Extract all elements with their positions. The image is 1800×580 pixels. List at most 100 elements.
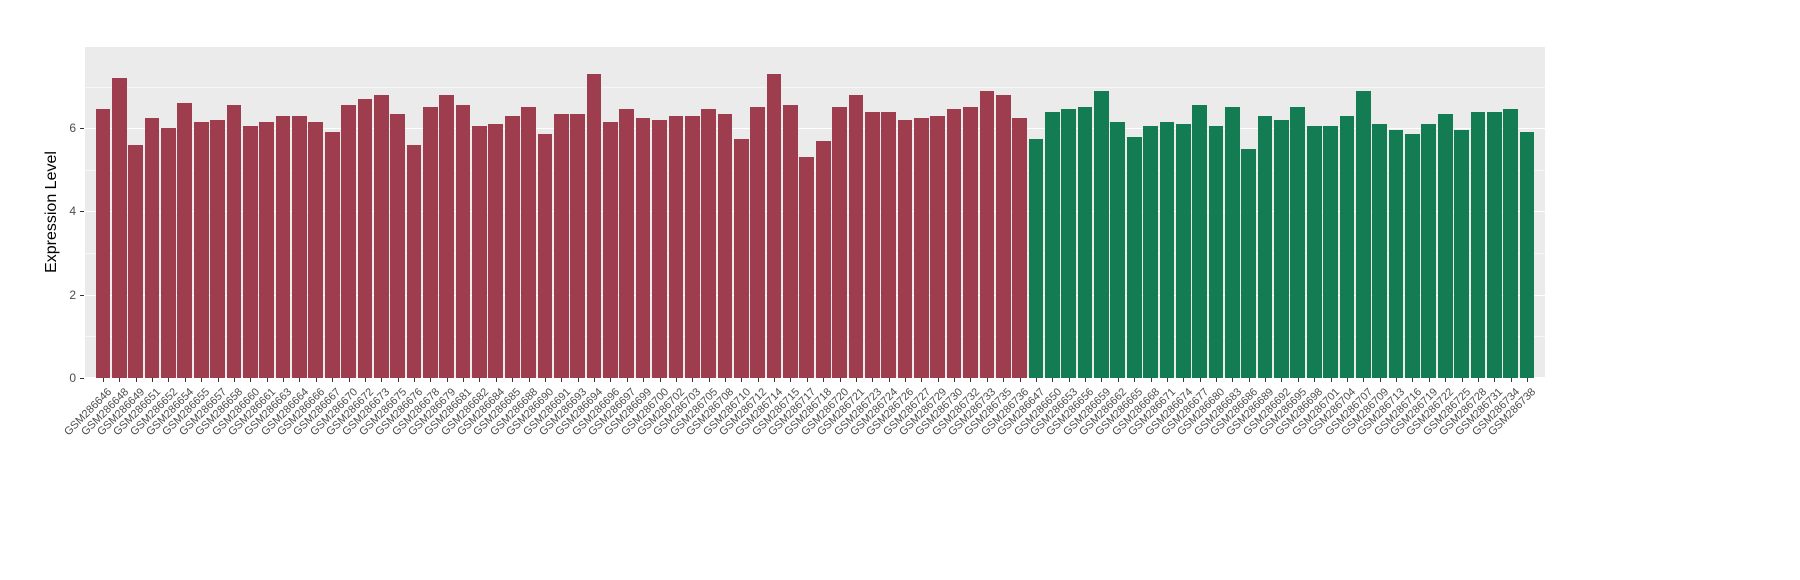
bar-GSM286717 — [799, 157, 815, 378]
x-tick-mark — [1035, 378, 1037, 382]
bar-GSM286701 — [1323, 126, 1338, 378]
bar-GSM286698 — [1306, 126, 1322, 378]
bar-GSM286657 — [210, 119, 225, 378]
bar-GSM286649 — [128, 144, 144, 378]
bar-GSM286670 — [341, 105, 356, 378]
bar-GSM286661 — [259, 121, 275, 378]
bar-GSM286703 — [684, 115, 700, 378]
x-tick-mark — [1232, 378, 1234, 382]
bar-GSM286724 — [881, 111, 896, 378]
bar-GSM286712 — [750, 107, 766, 378]
y-tick-label: 6 — [69, 121, 76, 136]
bar-GSM286674 — [1175, 124, 1191, 378]
x-tick-mark — [1297, 378, 1299, 382]
bar-GSM286677 — [1192, 105, 1207, 378]
bar-GSM286726 — [897, 119, 913, 378]
bar-GSM286700 — [652, 119, 667, 378]
bar-GSM286672 — [357, 99, 373, 378]
x-tick-mark — [1396, 378, 1398, 382]
x-tick-mark — [561, 378, 563, 382]
x-tick-mark — [1346, 378, 1348, 382]
bar-GSM286692 — [1274, 119, 1289, 378]
gridline-minor — [85, 169, 1545, 171]
bar-GSM286697 — [619, 109, 635, 378]
x-tick-mark — [937, 378, 939, 382]
x-tick-mark — [610, 378, 612, 382]
bar-GSM286658 — [226, 105, 242, 378]
x-tick-mark — [512, 378, 514, 382]
bar-GSM286730 — [946, 109, 962, 378]
bar-GSM286710 — [733, 138, 749, 378]
bar-GSM286666 — [308, 121, 324, 378]
x-tick-mark — [544, 378, 546, 382]
x-tick-mark — [348, 378, 350, 382]
y-tick-mark — [80, 211, 84, 213]
bar-GSM286655 — [193, 121, 209, 378]
bar-GSM286727 — [914, 117, 929, 378]
x-tick-mark — [1510, 378, 1512, 382]
bar-GSM286691 — [553, 113, 569, 378]
gridline-major — [85, 211, 1545, 213]
x-tick-mark — [135, 378, 137, 382]
bar-GSM286680 — [1208, 126, 1224, 378]
bar-GSM286664 — [292, 115, 307, 378]
x-tick-mark — [1461, 378, 1463, 382]
x-tick-mark — [1085, 378, 1087, 382]
x-tick-mark — [970, 378, 972, 382]
x-tick-mark — [250, 378, 252, 382]
bar-GSM286654 — [177, 103, 193, 378]
x-tick-mark — [1281, 378, 1283, 382]
bar-GSM286709 — [1372, 124, 1388, 378]
x-tick-mark — [266, 378, 268, 382]
x-tick-mark — [1330, 378, 1332, 382]
x-tick-mark — [413, 378, 415, 382]
x-tick-mark — [430, 378, 432, 382]
x-tick-mark — [954, 378, 956, 382]
bar-GSM286673 — [373, 94, 389, 378]
y-tick-label: 0 — [69, 371, 76, 385]
x-tick-mark — [495, 378, 497, 382]
bar-GSM286707 — [1355, 90, 1371, 378]
x-tick-mark — [479, 378, 481, 382]
x-tick-mark — [855, 378, 857, 382]
x-tick-mark — [1101, 378, 1103, 382]
bar-GSM286702 — [668, 115, 684, 378]
x-tick-mark — [1183, 378, 1185, 382]
x-tick-mark — [1199, 378, 1201, 382]
bar-GSM286667 — [324, 132, 340, 378]
x-tick-mark — [1019, 378, 1021, 382]
x-tick-mark — [724, 378, 726, 382]
bar-GSM286660 — [242, 126, 258, 378]
bar-GSM286688 — [521, 107, 536, 378]
bar-GSM286721 — [848, 94, 864, 378]
x-tick-mark — [364, 378, 366, 382]
bar-GSM286696 — [603, 121, 618, 378]
bar-GSM286650 — [1044, 111, 1060, 378]
bar-GSM286738 — [1519, 132, 1535, 378]
x-tick-mark — [905, 378, 907, 382]
x-tick-mark — [1379, 378, 1381, 382]
x-tick-mark — [921, 378, 923, 382]
x-tick-mark — [1052, 378, 1054, 382]
bar-GSM286715 — [783, 105, 798, 378]
bar-GSM286729 — [930, 115, 946, 378]
bar-GSM286716 — [1405, 134, 1420, 378]
gridline-major — [85, 377, 1545, 378]
x-tick-mark — [675, 378, 677, 382]
bar-GSM286732 — [963, 107, 978, 378]
bar-GSM286723 — [864, 111, 880, 378]
bar-GSM286652 — [161, 128, 176, 378]
x-tick-mark — [741, 378, 743, 382]
x-tick-mark — [1445, 378, 1447, 382]
bar-GSM286656 — [1077, 107, 1093, 378]
bar-GSM286679 — [439, 94, 455, 378]
x-tick-mark — [888, 378, 890, 382]
x-tick-mark — [1527, 378, 1528, 382]
x-tick-mark — [643, 378, 645, 382]
x-tick-mark — [332, 378, 334, 382]
bar-GSM286731 — [1486, 111, 1502, 378]
bar-GSM286718 — [815, 140, 831, 378]
x-tick-mark — [1428, 378, 1430, 382]
bar-GSM286675 — [390, 113, 405, 378]
bar-GSM286713 — [1388, 130, 1404, 378]
